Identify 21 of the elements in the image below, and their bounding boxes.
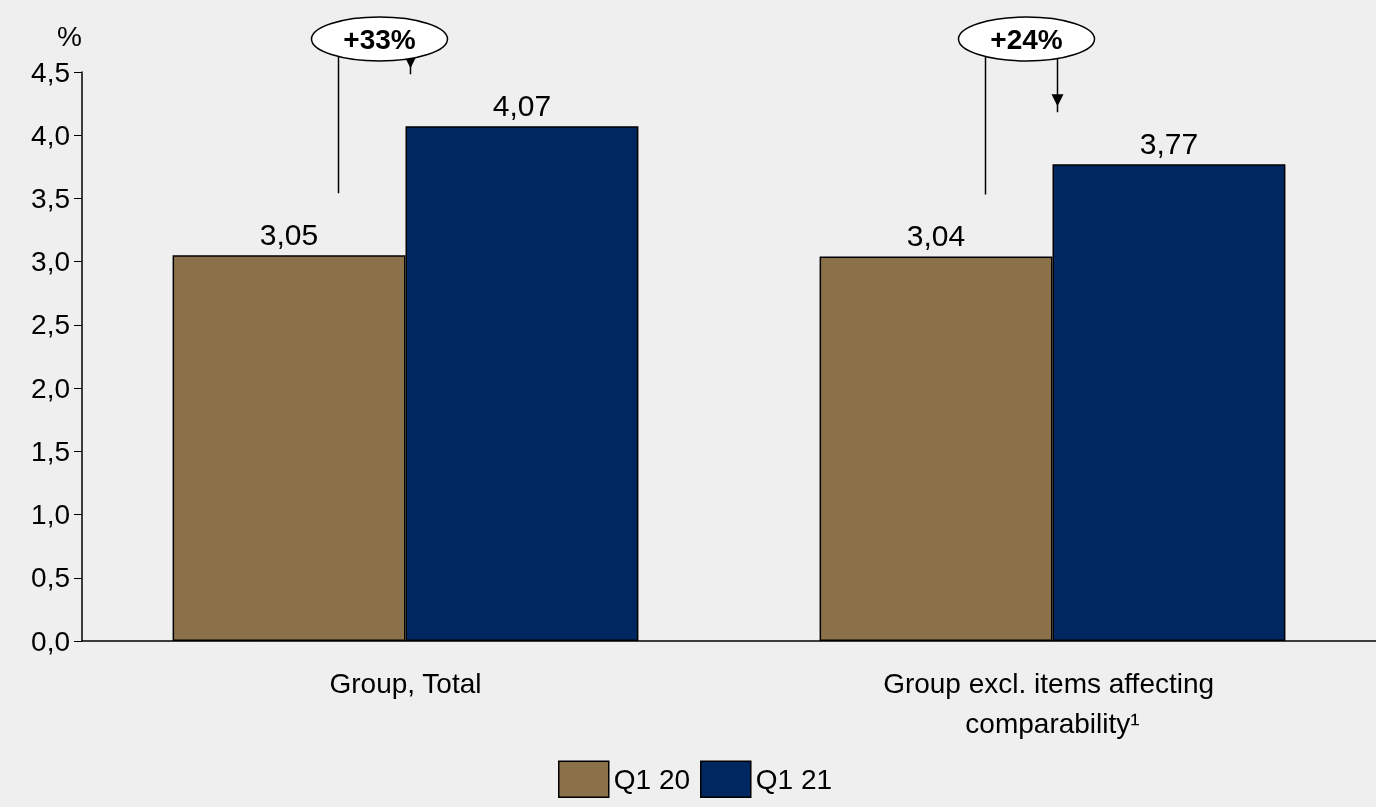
- legend-label: Q1 21: [755, 763, 833, 795]
- y-tick-label: 4,0: [31, 119, 70, 151]
- x-tick-label: Group, Total: [329, 667, 482, 699]
- y-tick-label: 4,5: [31, 56, 70, 88]
- y-tick-label: 3,5: [31, 182, 70, 214]
- data-label: 3,05: [259, 217, 319, 251]
- y-axis-title: %: [57, 20, 82, 52]
- data-label: 3,77: [1139, 126, 1199, 160]
- y-tick-label: 0,0: [31, 625, 70, 657]
- y-tick-label: 0,5: [31, 562, 70, 594]
- x-tick-label: Group excl. items affecting comparability¹: [883, 667, 1222, 739]
- y-tick-label: 1,0: [31, 499, 70, 531]
- y-tick-label: 1,5: [31, 435, 70, 467]
- legend-label: Q1 20: [613, 763, 691, 795]
- text: +33%: [343, 24, 416, 55]
- data-label: 4,07: [492, 88, 552, 122]
- text: +24%: [990, 24, 1063, 55]
- y-tick-label: 2,0: [31, 372, 70, 404]
- y-tick-label: 2,5: [31, 309, 70, 341]
- y-tick-label: 3,0: [31, 246, 70, 278]
- data-label: 3,04: [906, 219, 966, 253]
